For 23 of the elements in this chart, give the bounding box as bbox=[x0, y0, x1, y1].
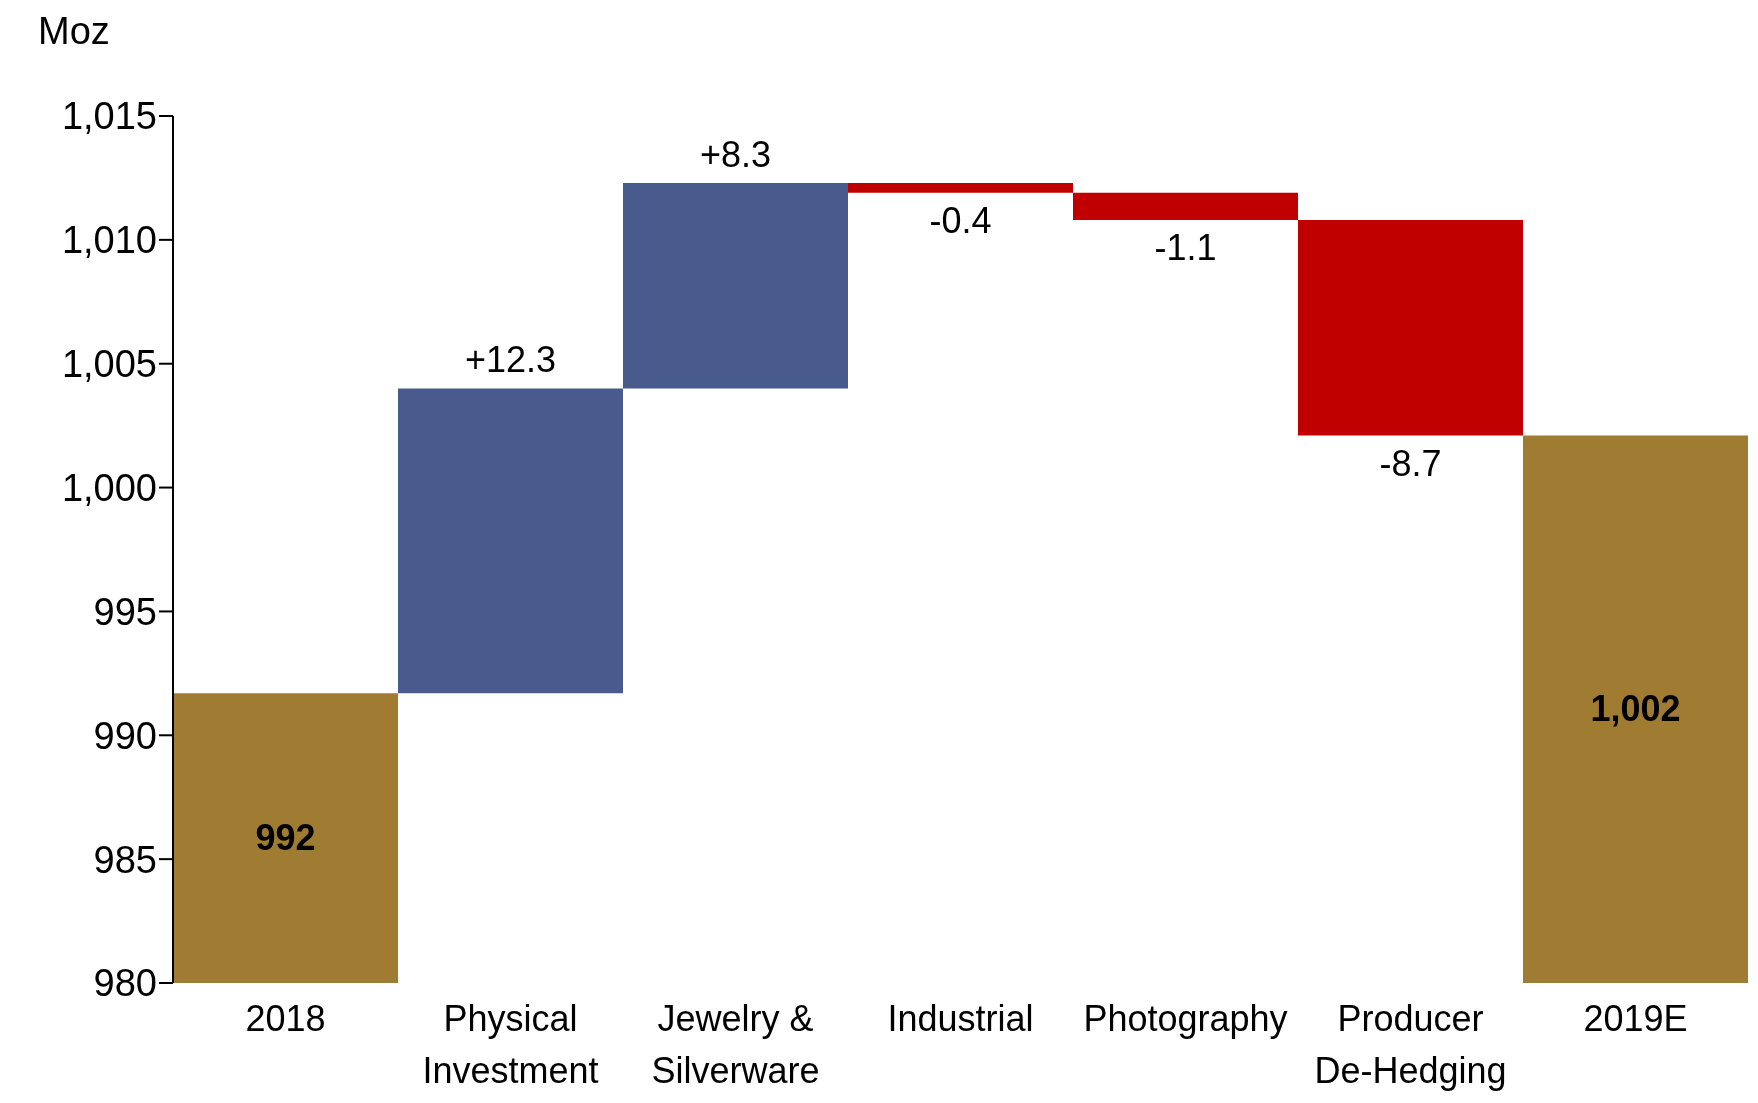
y-tick-label: 995 bbox=[93, 590, 157, 633]
data-label: +12.3 bbox=[464, 339, 557, 381]
x-tick-label: Industrial bbox=[887, 998, 1034, 1039]
y-tick-label: 1,015 bbox=[61, 95, 157, 138]
y-tick-label: 980 bbox=[93, 962, 157, 1005]
x-tick-label: Producer De-Hedging bbox=[1314, 998, 1507, 1091]
data-label: -1.1 bbox=[1154, 227, 1217, 269]
data-label: 992 bbox=[255, 817, 316, 859]
x-tick-label: 2019E bbox=[1583, 998, 1688, 1039]
data-label: -8.7 bbox=[1379, 442, 1442, 484]
data-label: -0.4 bbox=[929, 199, 992, 241]
data-label: 1,002 bbox=[1590, 688, 1681, 730]
x-tick-label: 2018 bbox=[245, 998, 326, 1039]
y-tick-label: 1,000 bbox=[61, 467, 157, 510]
y-tick-label: 1,010 bbox=[61, 219, 157, 262]
y-axis-title: Moz bbox=[38, 10, 110, 53]
y-tick-label: 990 bbox=[93, 714, 157, 757]
data-label: +8.3 bbox=[699, 133, 772, 175]
x-tick-label: Photography bbox=[1083, 998, 1288, 1039]
x-tick-label: Physical Investment bbox=[422, 998, 599, 1091]
x-tick-label: Jewelry & Silverware bbox=[651, 998, 820, 1091]
y-tick-label: 985 bbox=[93, 838, 157, 881]
y-tick-label: 1,005 bbox=[61, 343, 157, 386]
